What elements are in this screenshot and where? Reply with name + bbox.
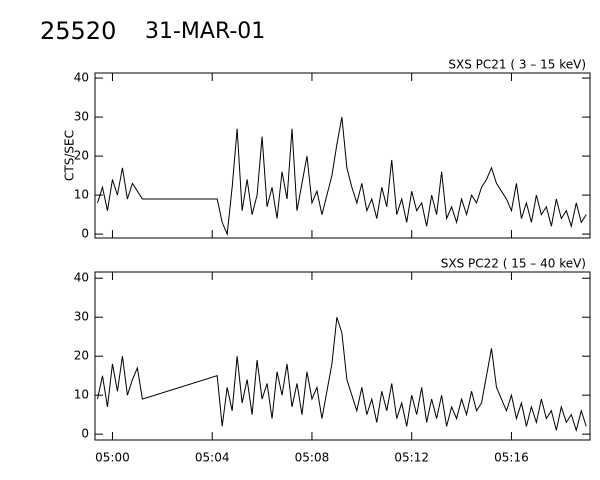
- y-tick-label: 0: [81, 427, 89, 441]
- chart-date: 31-MAR-01: [145, 19, 265, 44]
- panel-title: SXS PC22 ( 15 – 40 keV): [441, 257, 586, 271]
- x-tick-label: 05:04: [195, 451, 230, 465]
- y-tick-label: 30: [74, 110, 89, 124]
- x-tick-label: 05:08: [295, 451, 330, 465]
- y-tick-label: 10: [74, 188, 89, 202]
- panel-title: SXS PC21 ( 3 – 15 keV): [448, 58, 586, 72]
- y-tick-label: 10: [74, 388, 89, 402]
- y-tick-label: 40: [74, 271, 89, 285]
- y-tick-label: 20: [74, 149, 89, 163]
- data-line: [97, 116, 587, 237]
- y-tick-label: 0: [81, 227, 89, 241]
- y-tick-label: 40: [74, 71, 89, 85]
- x-tick-label: 05:12: [394, 451, 429, 465]
- plot-frame: [94, 72, 591, 239]
- y-tick-label: 20: [74, 349, 89, 363]
- x-tick-label: 05:00: [95, 451, 130, 465]
- y-tick-label: 30: [74, 310, 89, 324]
- data-line: [97, 317, 587, 433]
- chart-id: 25520: [40, 17, 116, 45]
- x-tick-label: 05:16: [494, 451, 529, 465]
- y-axis-label: CTS/SEC: [63, 130, 77, 181]
